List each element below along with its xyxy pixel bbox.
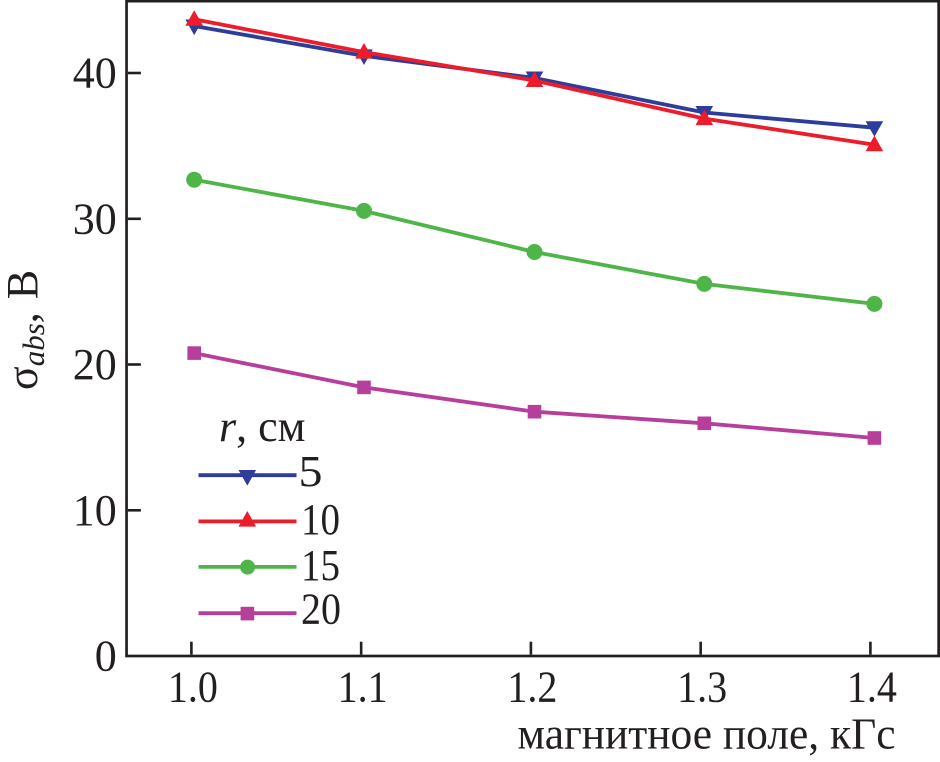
svg-text:0: 0 (95, 632, 117, 681)
svg-text:15: 15 (301, 541, 340, 590)
svg-text:10: 10 (301, 495, 340, 544)
svg-text:1.4: 1.4 (847, 663, 897, 712)
svg-text:1.2: 1.2 (507, 663, 557, 712)
svg-text:40: 40 (73, 49, 117, 98)
svg-text:5: 5 (299, 447, 323, 496)
svg-text:20: 20 (73, 340, 117, 389)
svg-text:1.0: 1.0 (168, 663, 218, 712)
svg-text:20: 20 (301, 585, 341, 634)
svg-text:30: 30 (73, 194, 117, 243)
svg-text:1.3: 1.3 (677, 663, 727, 712)
svg-text:1.1: 1.1 (338, 663, 388, 712)
svg-text:r, см: r, см (219, 402, 306, 451)
svg-text:магнитное поле, кГс: магнитное поле, кГс (518, 710, 896, 759)
svg-text:σabs, В: σabs, В (0, 270, 51, 390)
svg-text:10: 10 (73, 486, 117, 535)
